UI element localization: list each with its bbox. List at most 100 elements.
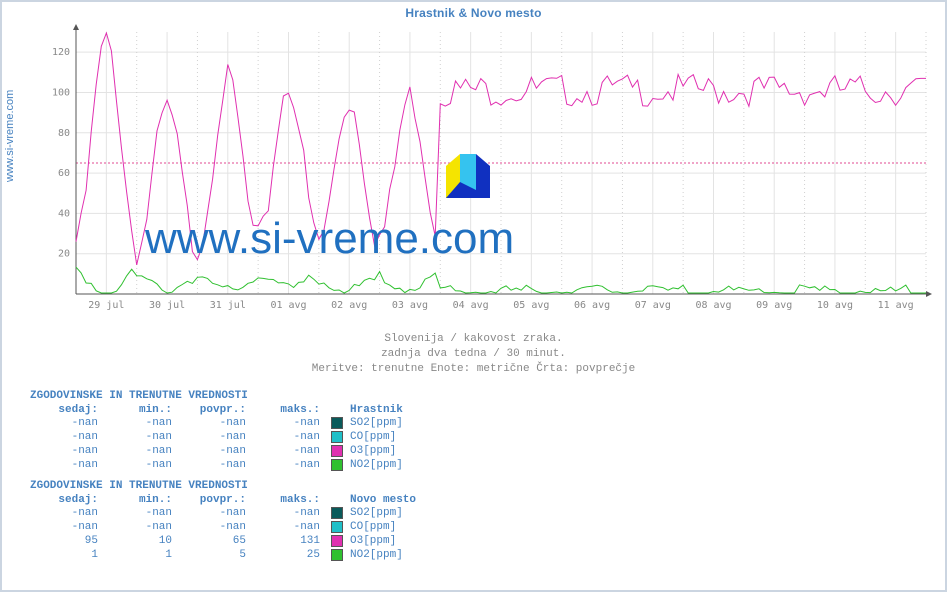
legend-swatch-cell [326, 506, 348, 520]
table-cell: -nan [30, 506, 104, 520]
svg-text:20: 20 [58, 249, 70, 260]
table-location-header: Novo mesto [348, 494, 422, 506]
chart-caption: Slovenija / kakovost zraka. zadnja dva t… [2, 332, 945, 377]
legend-swatch-icon [331, 521, 343, 533]
table-cell: -nan [252, 416, 326, 430]
chart-svg: 2040608010012029 jul30 jul31 jul01 avg02… [52, 24, 930, 314]
table-cell: 25 [252, 548, 326, 562]
table-row: -nan-nan-nan-nanSO2[ppm] [30, 506, 422, 520]
svg-text:08 avg: 08 avg [695, 300, 731, 311]
plot-area: 2040608010012029 jul30 jul31 jul01 avg02… [52, 24, 930, 314]
legend-swatch-cell [326, 548, 348, 562]
legend-label: SO2[ppm] [348, 416, 409, 430]
table-row: 951065131 O3[ppm] [30, 534, 422, 548]
table-cell: 5 [178, 548, 252, 562]
svg-text:10 avg: 10 avg [817, 300, 853, 311]
legend-swatch-icon [331, 417, 343, 429]
table-cell: -nan [30, 416, 104, 430]
table-cell: 10 [104, 534, 178, 548]
table-cell: 65 [178, 534, 252, 548]
svg-text:100: 100 [52, 87, 70, 98]
table-location-header: Hrastnik [348, 404, 409, 416]
table-cell: -nan [178, 444, 252, 458]
table-cell: 131 [252, 534, 326, 548]
table-cell: 1 [30, 548, 104, 562]
legend-swatch-icon [331, 507, 343, 519]
table-section-title: ZGODOVINSKE IN TRENUTNE VREDNOSTI [30, 480, 422, 492]
chart-frame: Hrastnik & Novo mesto www.si-vreme.com 2… [0, 0, 947, 592]
y-axis-label: www.si-vreme.com [4, 90, 16, 182]
table-cell: -nan [104, 506, 178, 520]
table-cell: -nan [252, 444, 326, 458]
data-tables: ZGODOVINSKE IN TRENUTNE VREDNOSTIsedaj:m… [30, 390, 422, 570]
svg-text:29 jul: 29 jul [88, 300, 124, 311]
svg-text:30 jul: 30 jul [149, 300, 185, 311]
legend-swatch-cell [326, 416, 348, 430]
table-cell: -nan [30, 458, 104, 472]
table-cell: 1 [104, 548, 178, 562]
table-row: -nan-nan-nan-nanO3[ppm] [30, 444, 409, 458]
legend-swatch-icon [331, 445, 343, 457]
svg-text:01 avg: 01 avg [270, 300, 306, 311]
table-header: sedaj: [30, 404, 104, 416]
svg-text:31 jul: 31 jul [210, 300, 246, 311]
table-cell: -nan [178, 520, 252, 534]
table-row: -nan-nan-nan-nanCO[ppm] [30, 520, 422, 534]
table-cell: -nan [178, 416, 252, 430]
table-cell: -nan [178, 430, 252, 444]
legend-swatch-cell [326, 458, 348, 472]
svg-text:02 avg: 02 avg [331, 300, 367, 311]
table-cell: -nan [30, 520, 104, 534]
watermark-text: www.si-vreme.com [145, 214, 514, 264]
legend-swatch-icon [331, 459, 343, 471]
table-row: -nan-nan-nan-nanCO[ppm] [30, 430, 409, 444]
legend-swatch-icon [331, 549, 343, 561]
caption-line-2: zadnja dva tedna / 30 minut. [381, 348, 566, 360]
table-cell: -nan [104, 416, 178, 430]
table-header: povpr.: [178, 494, 252, 506]
measurement-table: sedaj:min.:povpr.:maks.:Novo mesto-nan-n… [30, 494, 422, 562]
svg-text:09 avg: 09 avg [756, 300, 792, 311]
table-header: maks.: [252, 404, 326, 416]
table-cell: -nan [178, 506, 252, 520]
legend-label: NO2[ppm] [348, 458, 409, 472]
legend-label: SO2[ppm] [348, 506, 422, 520]
legend-swatch-cell [326, 444, 348, 458]
legend-swatch-icon [331, 535, 343, 547]
svg-text:40: 40 [58, 208, 70, 219]
table-header: min.: [104, 494, 178, 506]
legend-swatch-cell [326, 520, 348, 534]
measurement-table: sedaj:min.:povpr.:maks.:Hrastnik-nan-nan… [30, 404, 409, 472]
svg-text:06 avg: 06 avg [574, 300, 610, 311]
table-cell: 95 [30, 534, 104, 548]
table-cell: -nan [252, 430, 326, 444]
svg-text:60: 60 [58, 168, 70, 179]
svg-text:11 avg: 11 avg [878, 300, 914, 311]
chart-title: Hrastnik & Novo mesto [2, 2, 945, 20]
legend-swatch-icon [331, 431, 343, 443]
svg-text:07 avg: 07 avg [635, 300, 671, 311]
table-cell: -nan [104, 430, 178, 444]
table-header: povpr.: [178, 404, 252, 416]
table-header: sedaj: [30, 494, 104, 506]
legend-label: O3[ppm] [348, 534, 422, 548]
svg-text:03 avg: 03 avg [392, 300, 428, 311]
legend-label: NO2[ppm] [348, 548, 422, 562]
legend-label: CO[ppm] [348, 520, 422, 534]
table-cell: -nan [104, 458, 178, 472]
svg-text:04 avg: 04 avg [453, 300, 489, 311]
legend-label: CO[ppm] [348, 430, 409, 444]
table-cell: -nan [30, 444, 104, 458]
watermark-logo-icon [446, 154, 490, 198]
table-cell: -nan [252, 520, 326, 534]
caption-line-3: Meritve: trenutne Enote: metrične Črta: … [312, 363, 635, 375]
table-row: -nan-nan-nan-nanNO2[ppm] [30, 458, 409, 472]
caption-line-1: Slovenija / kakovost zraka. [384, 333, 562, 345]
legend-swatch-cell [326, 430, 348, 444]
table-section-title: ZGODOVINSKE IN TRENUTNE VREDNOSTI [30, 390, 422, 402]
table-row: -nan-nan-nan-nanSO2[ppm] [30, 416, 409, 430]
table-cell: -nan [252, 506, 326, 520]
svg-text:120: 120 [52, 47, 70, 58]
table-cell: -nan [104, 520, 178, 534]
table-header: maks.: [252, 494, 326, 506]
